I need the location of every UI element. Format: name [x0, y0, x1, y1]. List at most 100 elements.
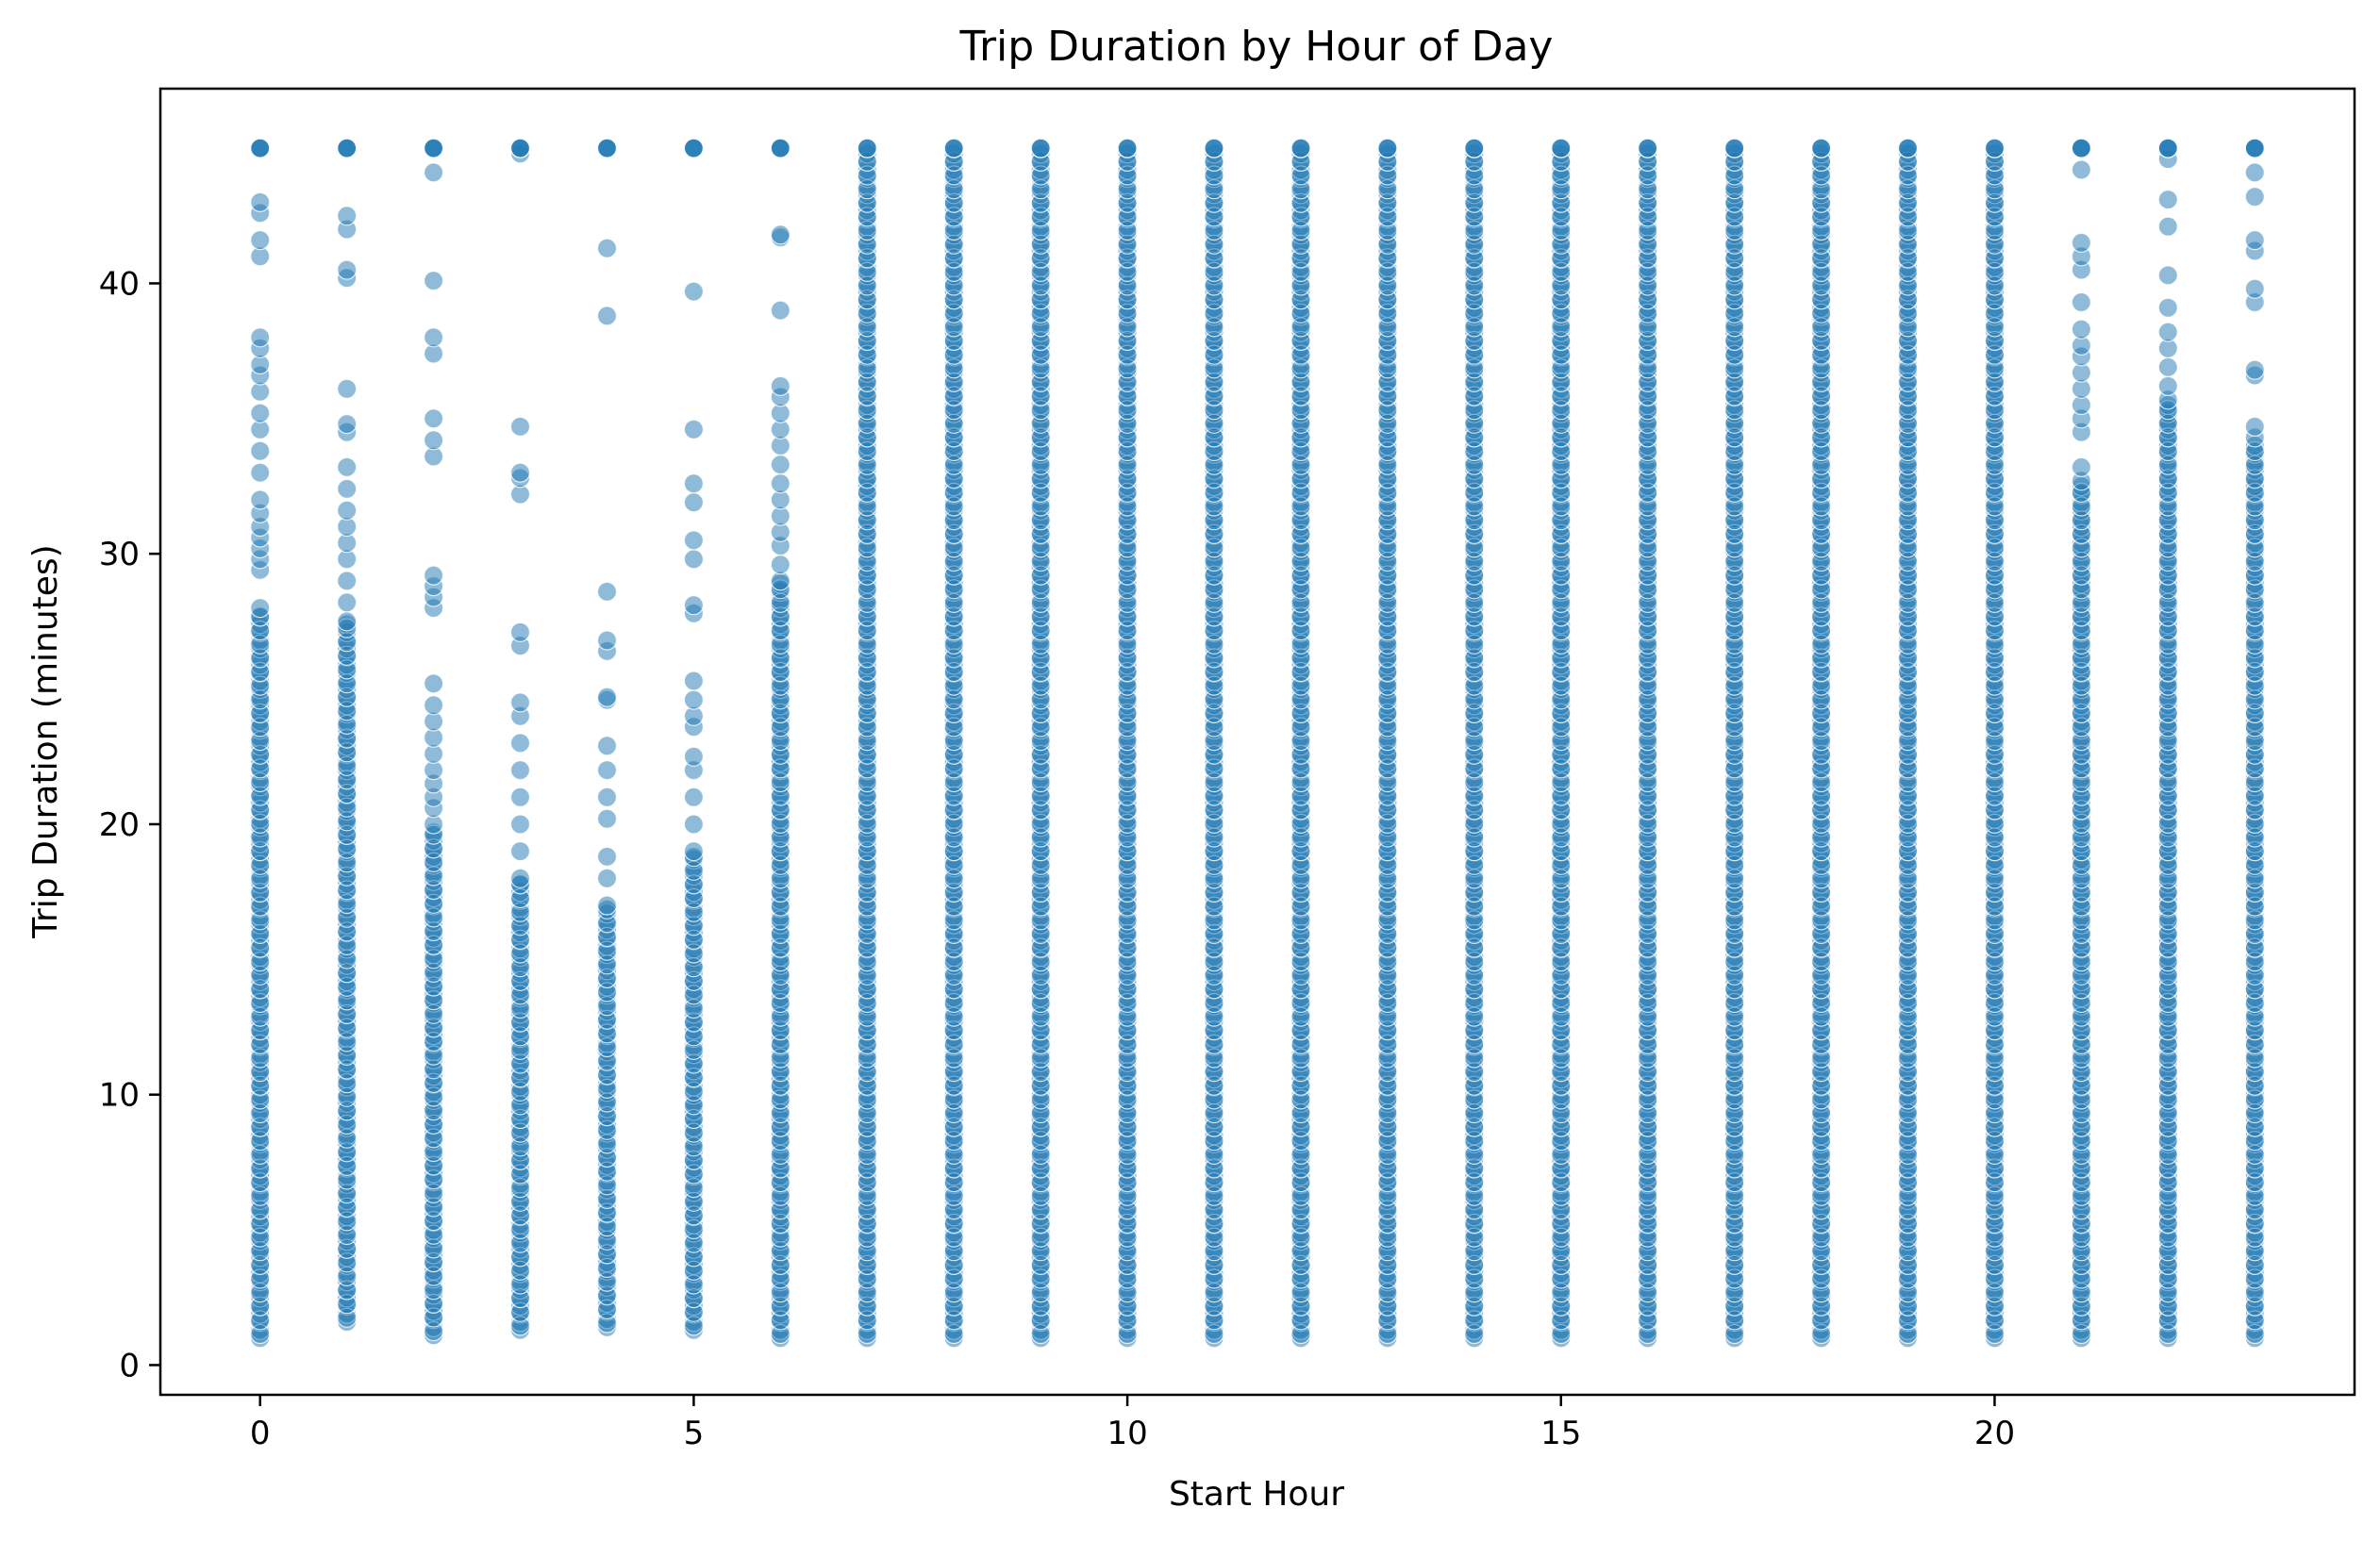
- data-point: [770, 138, 791, 158]
- data-point: [596, 581, 618, 603]
- data-point: [770, 473, 791, 494]
- data-point: [596, 238, 618, 258]
- data-point: [250, 138, 271, 158]
- data-point: [683, 549, 705, 570]
- data-point: [337, 456, 358, 477]
- data-point: [2244, 162, 2265, 183]
- data-point: [683, 689, 705, 710]
- x-axis-label: Start Hour: [1169, 1475, 1344, 1514]
- data-point: [1551, 138, 1572, 158]
- data-point: [424, 565, 444, 586]
- data-point: [1984, 138, 2006, 158]
- data-point: [596, 736, 618, 756]
- data-point: [2157, 297, 2178, 318]
- data-point: [424, 271, 444, 291]
- data-point: [2157, 216, 2178, 237]
- data-point: [509, 840, 531, 862]
- data-point: [250, 489, 271, 510]
- scatter-points: [250, 138, 2265, 1349]
- data-point: [1290, 138, 1311, 158]
- x-tick-label: 15: [1540, 1415, 1581, 1452]
- data-point: [2157, 375, 2178, 396]
- data-point: [509, 416, 531, 437]
- data-point: [424, 430, 444, 451]
- data-point: [2071, 159, 2091, 180]
- data-point: [509, 814, 531, 835]
- data-point: [2244, 138, 2265, 158]
- chart-title: Trip Duration by Hour of Day: [959, 23, 1554, 71]
- data-point: [2244, 278, 2265, 299]
- data-point: [2071, 138, 2091, 158]
- data-point: [509, 692, 531, 713]
- data-point: [250, 327, 271, 348]
- data-point: [2157, 265, 2178, 286]
- data-point: [337, 571, 358, 591]
- data-point: [1117, 138, 1138, 158]
- data-point: [2071, 456, 2091, 477]
- data-point: [1204, 138, 1224, 158]
- data-point: [683, 840, 705, 862]
- data-point: [2071, 319, 2091, 340]
- data-point: [683, 787, 705, 807]
- data-point: [1810, 138, 1832, 158]
- data-point: [943, 138, 964, 158]
- data-point: [683, 746, 705, 767]
- data-point: [424, 138, 444, 158]
- data-point: [770, 555, 791, 575]
- data-point: [337, 500, 358, 521]
- data-point: [337, 138, 358, 158]
- data-point: [2157, 356, 2178, 377]
- data-point: [683, 419, 705, 439]
- data-point: [509, 733, 531, 754]
- data-point: [337, 611, 358, 632]
- y-tick-label: 40: [99, 265, 140, 303]
- data-point: [1030, 138, 1051, 158]
- data-point: [1724, 138, 1745, 158]
- data-point: [509, 787, 531, 807]
- data-point: [337, 592, 358, 613]
- data-point: [250, 597, 271, 619]
- data-point: [424, 327, 444, 348]
- data-point: [683, 492, 705, 513]
- data-point: [509, 621, 531, 643]
- data-point: [250, 440, 271, 461]
- data-point: [337, 414, 358, 435]
- data-point: [596, 630, 618, 651]
- y-tick-label: 20: [99, 806, 140, 844]
- data-point: [424, 162, 444, 183]
- data-point: [770, 375, 791, 396]
- data-point: [596, 138, 618, 158]
- data-point: [337, 206, 358, 226]
- data-point: [337, 259, 358, 280]
- data-point: [2244, 230, 2265, 251]
- data-point: [1638, 138, 1658, 158]
- x-tick-label: 0: [250, 1415, 271, 1452]
- data-point: [2157, 190, 2178, 210]
- data-point: [509, 138, 531, 158]
- data-point: [337, 478, 358, 500]
- data-point: [2244, 416, 2265, 437]
- data-point: [596, 787, 618, 807]
- data-point: [596, 759, 618, 781]
- data-point: [770, 300, 791, 321]
- data-point: [596, 687, 618, 707]
- y-tick-label: 0: [119, 1347, 140, 1384]
- x-tick-label: 10: [1107, 1415, 1147, 1452]
- data-point: [2157, 138, 2178, 158]
- data-point: [2244, 187, 2265, 207]
- data-point: [250, 462, 271, 483]
- data-point: [596, 868, 618, 888]
- data-point: [2244, 359, 2265, 380]
- x-tick-label: 5: [684, 1415, 705, 1452]
- y-tick-label: 10: [99, 1077, 140, 1115]
- data-point: [337, 378, 358, 399]
- data-point: [250, 191, 271, 212]
- data-point: [683, 138, 705, 158]
- y-axis-label: Trip Duration (minutes): [26, 544, 65, 938]
- data-point: [2157, 322, 2178, 342]
- data-point: [1377, 138, 1398, 158]
- data-point: [509, 462, 531, 483]
- data-point: [596, 895, 618, 916]
